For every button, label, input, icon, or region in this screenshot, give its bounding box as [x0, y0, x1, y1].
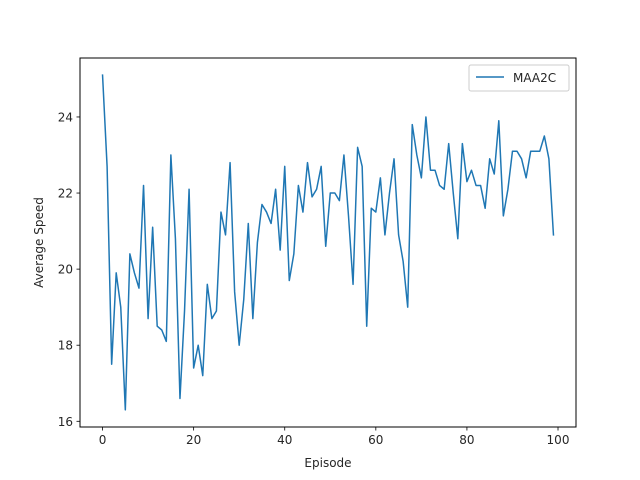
legend: MAA2C [468, 64, 570, 92]
legend-box [468, 64, 570, 92]
x-tick-label: 80 [459, 433, 474, 447]
y-tick-label: 20 [58, 263, 73, 277]
x-axis-label: Episode [304, 456, 351, 470]
series-layer [101, 74, 555, 411]
y-axis: 16 18 20 22 24 [58, 110, 80, 429]
x-tick-label: 100 [547, 433, 570, 447]
plot-frame [79, 57, 577, 428]
x-tick-label: 20 [186, 433, 201, 447]
y-axis-label: Average Speed [32, 197, 46, 288]
y-tick-label: 24 [58, 110, 73, 124]
x-tick-label: 40 [277, 433, 292, 447]
x-axis: 0 20 40 60 80 100 [99, 427, 570, 447]
y-tick-label: 22 [58, 187, 73, 201]
series-line-maa2c [101, 74, 555, 411]
x-tick-label: 0 [99, 433, 107, 447]
x-tick-label: 60 [368, 433, 383, 447]
plot-area: 0 20 40 60 80 100 16 18 20 22 24 [58, 57, 577, 447]
y-tick-label: 18 [58, 339, 73, 353]
legend-label-maa2c: MAA2C [513, 71, 556, 85]
y-tick-label: 16 [58, 415, 73, 429]
